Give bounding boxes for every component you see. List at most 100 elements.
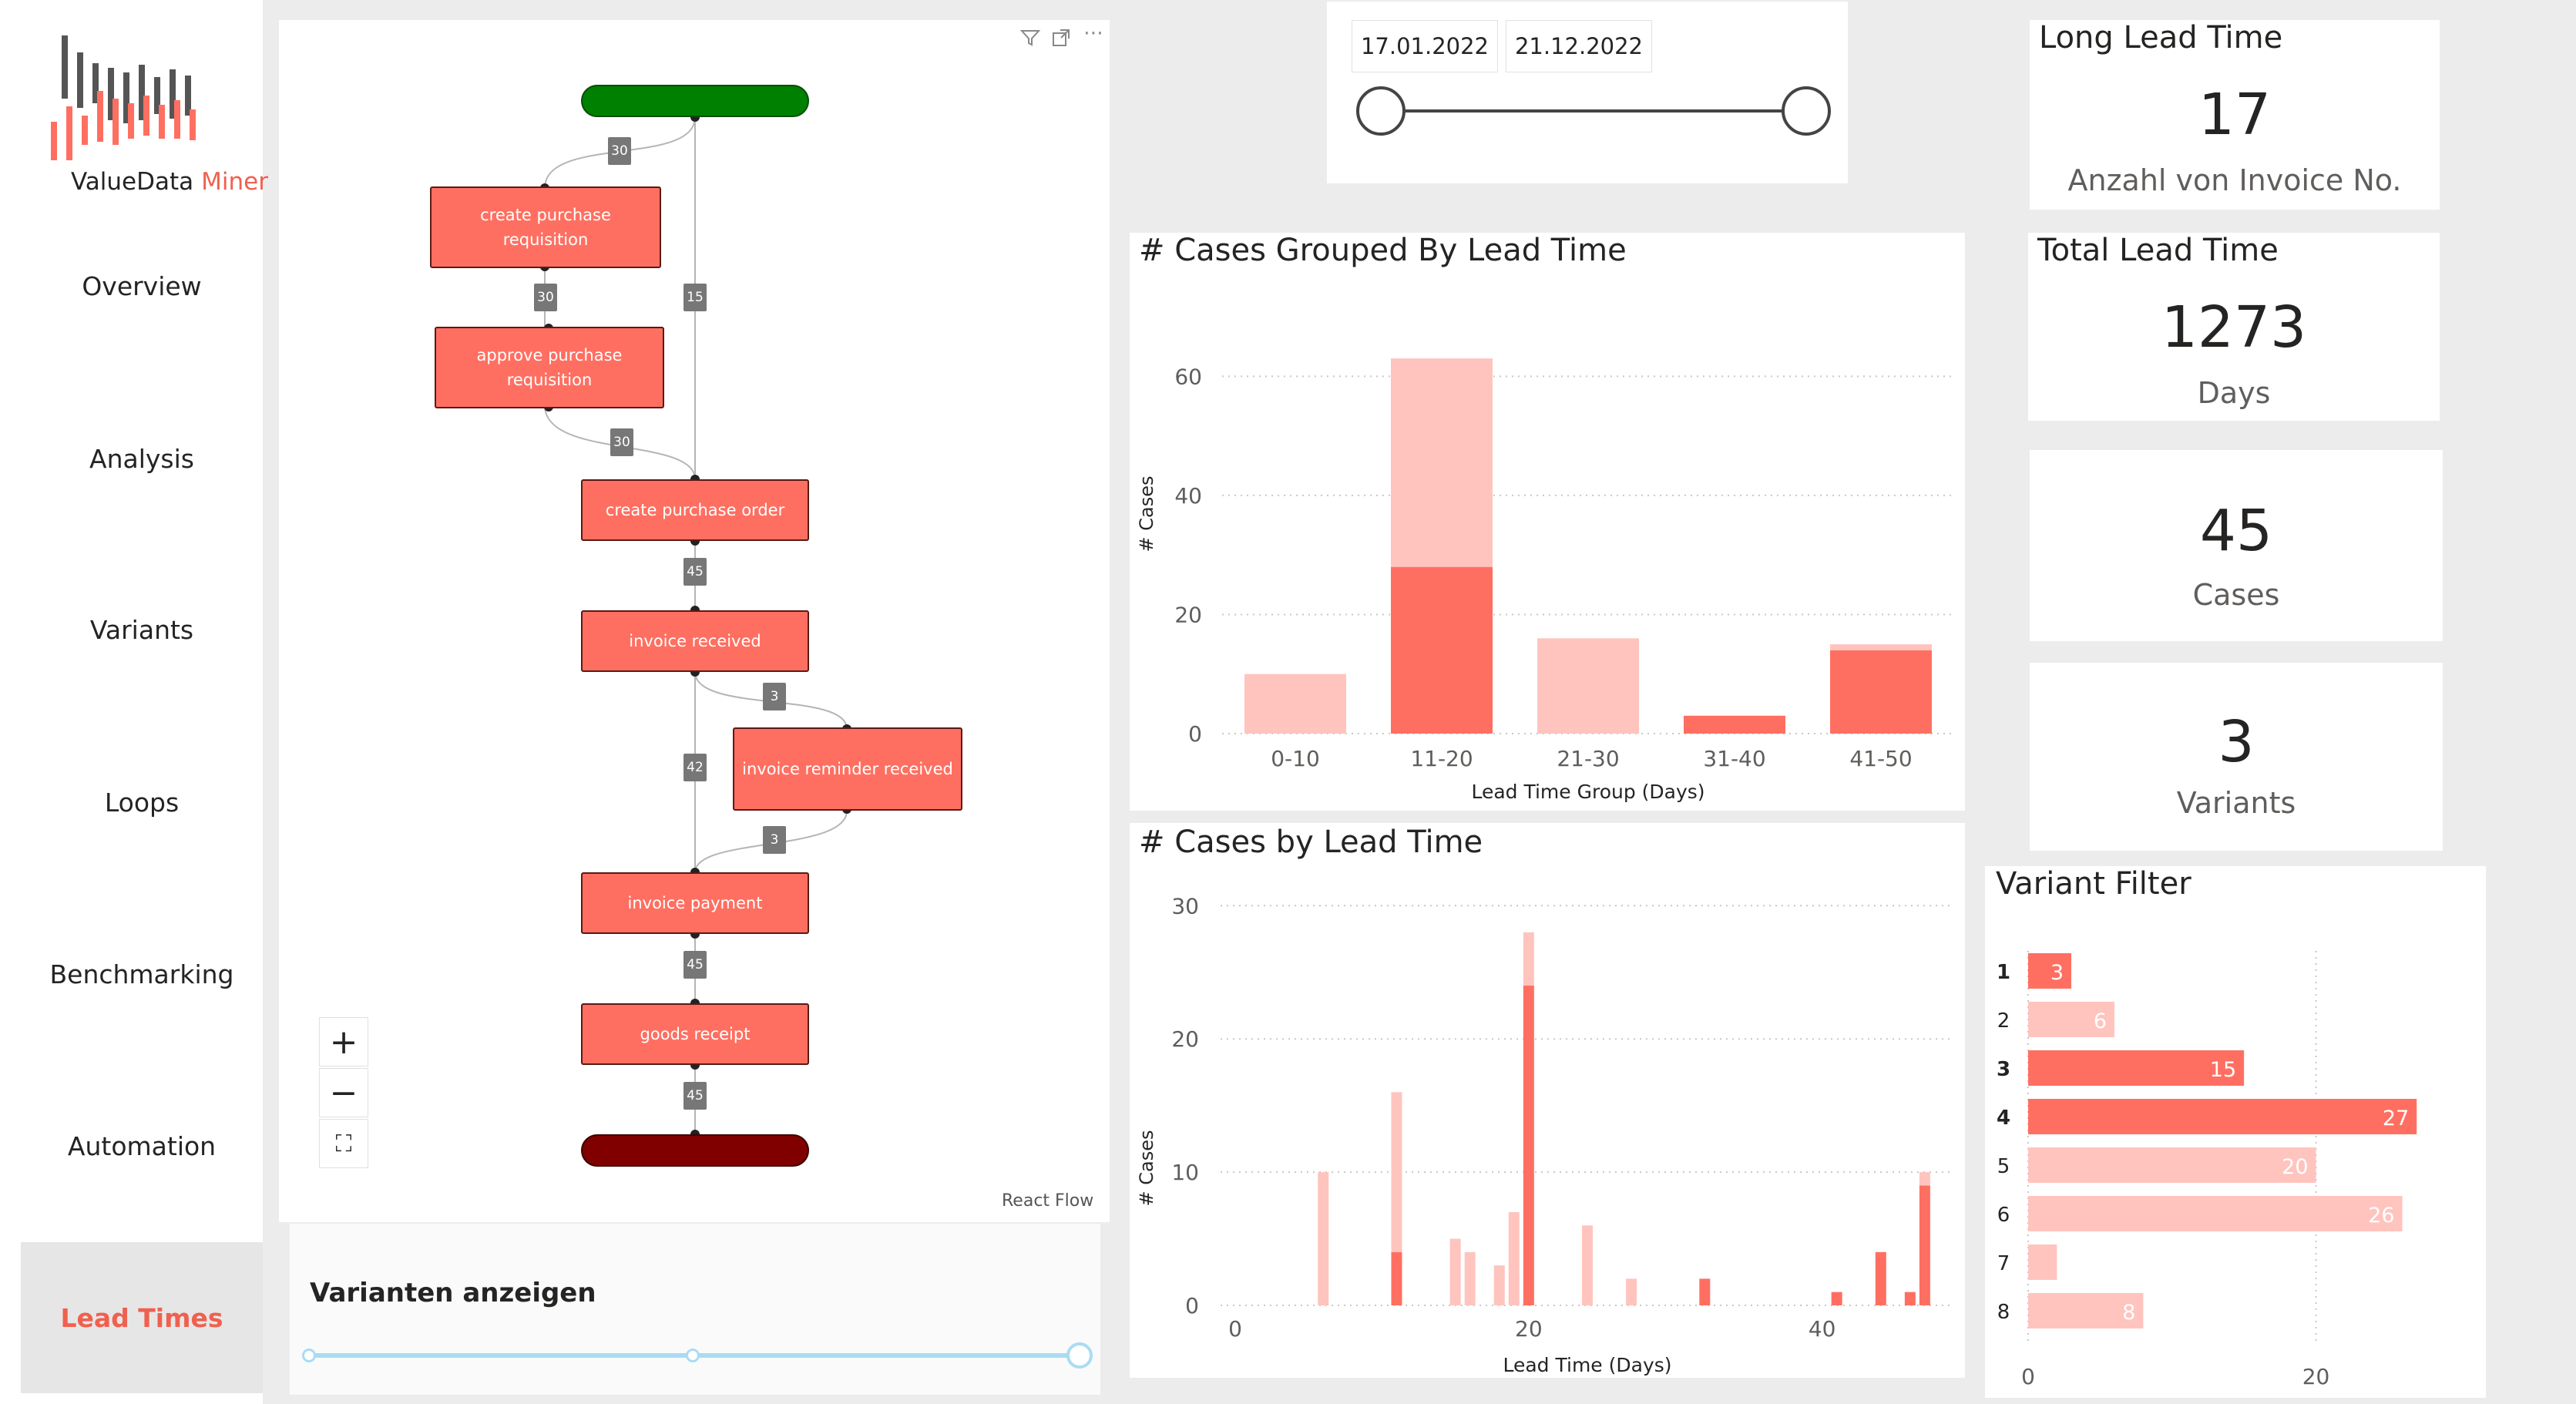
node-create-purchase-order[interactable]: create purchase order xyxy=(581,479,809,541)
nav-item-loops[interactable]: Loops xyxy=(104,788,180,818)
bar xyxy=(1391,1251,1402,1305)
variant-slider-panel: Varianten anzeigen xyxy=(290,1224,1100,1395)
start-node[interactable] xyxy=(581,85,809,117)
kpi-label: Anzahl von Invoice No. xyxy=(2067,163,2402,197)
y-tick-label: 2 xyxy=(1997,1009,2010,1033)
kpi-variants: 3 Variants xyxy=(2030,663,2443,851)
bar xyxy=(2028,1196,2403,1231)
nav-item-overview[interactable]: Overview xyxy=(82,271,202,301)
bar xyxy=(1523,986,1534,1305)
brand-logo-icon xyxy=(51,35,196,160)
start-date-input[interactable]: 17.01.2022 xyxy=(1352,20,1498,72)
bar xyxy=(1508,1211,1520,1305)
edge-label: 45 xyxy=(683,558,707,586)
node-invoice-reminder-received[interactable]: invoice reminder received xyxy=(733,727,962,811)
focus-mode-icon[interactable] xyxy=(1050,26,1073,49)
brand-name-part1: ValueData xyxy=(71,168,194,196)
x-tick-label: 11-20 xyxy=(1410,746,1473,771)
x-tick-label: 41-50 xyxy=(1849,746,1912,771)
nav-item-analysis[interactable]: Analysis xyxy=(89,444,194,474)
x-axis-label: Lead Time (Days) xyxy=(1503,1354,1671,1376)
x-tick-label: 31-40 xyxy=(1703,746,1765,771)
node-invoice-received[interactable]: invoice received xyxy=(581,610,809,672)
y-tick-label: 6 xyxy=(1997,1204,2010,1227)
bar xyxy=(1904,1291,1916,1305)
x-tick-label: 0 xyxy=(2021,1364,2035,1389)
bar xyxy=(1391,1092,1402,1252)
y-tick-label: 7 xyxy=(1997,1252,2010,1275)
cases-by-lead-time-chart-svg: 0 10 20 30 0 20 40 Lead Time (Days) # Cases xyxy=(1136,893,1954,1376)
date-slider-track[interactable] xyxy=(1381,109,1806,113)
node-invoice-payment[interactable]: invoice payment xyxy=(581,872,809,934)
variant-slider-stop[interactable] xyxy=(686,1349,700,1362)
edge-label: 3 xyxy=(763,826,786,854)
kpi-cases: 45 Cases xyxy=(2030,450,2443,641)
edge-label: 15 xyxy=(683,284,707,311)
fit-view-button[interactable]: ⛶ xyxy=(319,1119,368,1168)
kpi-value: 45 xyxy=(2199,498,2273,564)
variant-slider-title: Varianten anzeigen xyxy=(310,1278,596,1308)
y-tick-label: 0 xyxy=(1188,721,1202,747)
chart-title: # Cases by Lead Time xyxy=(1139,825,1483,860)
bar xyxy=(1830,644,1932,650)
date-range-slicer: 17.01.2022 21.12.2022 xyxy=(1327,2,1848,183)
variant-slider-stop[interactable] xyxy=(302,1349,316,1362)
bar xyxy=(1493,1265,1505,1305)
x-tick-label: 40 xyxy=(1809,1316,1836,1342)
y-tick-label: 5 xyxy=(1997,1155,2010,1178)
variant-slider-handle[interactable] xyxy=(1066,1342,1093,1369)
bar xyxy=(2028,1244,2057,1280)
y-tick-label: 20 xyxy=(1171,1026,1199,1052)
more-options-icon[interactable]: ⋯ xyxy=(1083,22,1103,45)
chart-title: Variant Filter xyxy=(1996,866,2191,902)
y-tick-label: 30 xyxy=(1171,893,1199,919)
variant-filter-chart: Variant Filter 0 20 1 3 2 6 3 15 4 27 5 20 6 26 7 8 8 xyxy=(1985,866,2486,1398)
edge-label: 3 xyxy=(763,683,786,710)
data-label: 15 xyxy=(2210,1058,2236,1082)
zoom-out-button[interactable]: − xyxy=(319,1068,368,1117)
node-create-purchase-requisition[interactable]: create purchase requisition xyxy=(430,186,661,268)
bar xyxy=(2028,1147,2316,1183)
y-axis-label: # Cases xyxy=(1136,476,1157,553)
bar xyxy=(1684,715,1785,734)
bar xyxy=(1464,1251,1476,1305)
y-tick-label: 10 xyxy=(1171,1160,1199,1185)
nav-item-benchmarking[interactable]: Benchmarking xyxy=(49,959,234,989)
bar xyxy=(1582,1225,1593,1305)
bar xyxy=(1919,1185,1930,1305)
node-goods-receipt[interactable]: goods receipt xyxy=(581,1003,809,1065)
x-axis-label: Lead Time Group (Days) xyxy=(1471,781,1704,803)
bar xyxy=(2028,1293,2144,1328)
date-slider-end-handle[interactable] xyxy=(1782,86,1831,136)
bar xyxy=(1391,566,1493,734)
edge-label: 45 xyxy=(683,1082,707,1110)
zoom-in-button[interactable]: + xyxy=(319,1017,368,1066)
data-label: 3 xyxy=(2050,961,2064,985)
kpi-value: 3 xyxy=(2218,709,2255,775)
cases-grouped-chart: # Cases Grouped By Lead Time 0 20 40 60 0-10… xyxy=(1130,233,1965,811)
chart-title: # Cases Grouped By Lead Time xyxy=(1139,233,1627,268)
y-tick-label: 1 xyxy=(1997,961,2010,984)
cases-grouped-chart-svg: 0 20 40 60 0-10 11-20 21-30 31-40 41-50 Lead Time… xyxy=(1136,358,1954,803)
x-tick-label: 21-30 xyxy=(1557,746,1619,771)
kpi-value: 17 xyxy=(2198,82,2272,148)
filter-icon[interactable] xyxy=(1019,26,1042,49)
kpi-value: 1273 xyxy=(2161,294,2307,361)
y-axis-label: # Cases xyxy=(1136,1130,1157,1207)
date-slider-start-handle[interactable] xyxy=(1356,86,1406,136)
end-node[interactable] xyxy=(581,1134,809,1167)
react-flow-attribution[interactable]: React Flow xyxy=(1002,1191,1094,1211)
nav-item-lead-times[interactable]: Lead Times xyxy=(21,1242,263,1393)
nav-item-variants[interactable]: Variants xyxy=(89,615,194,645)
y-tick-label: 60 xyxy=(1174,364,1202,389)
process-flow-panel: ⋯ xyxy=(279,20,1110,1222)
y-tick-label: 4 xyxy=(1997,1107,2010,1130)
data-label: 27 xyxy=(2383,1107,2409,1130)
x-tick-label: 0-10 xyxy=(1271,746,1320,771)
nav-item-automation[interactable]: Automation xyxy=(67,1131,217,1161)
bar xyxy=(2028,1050,2245,1086)
bar xyxy=(1537,638,1639,734)
node-approve-purchase-requisition[interactable]: approve purchase requisition xyxy=(435,327,664,408)
end-date-input[interactable]: 21.12.2022 xyxy=(1506,20,1652,72)
